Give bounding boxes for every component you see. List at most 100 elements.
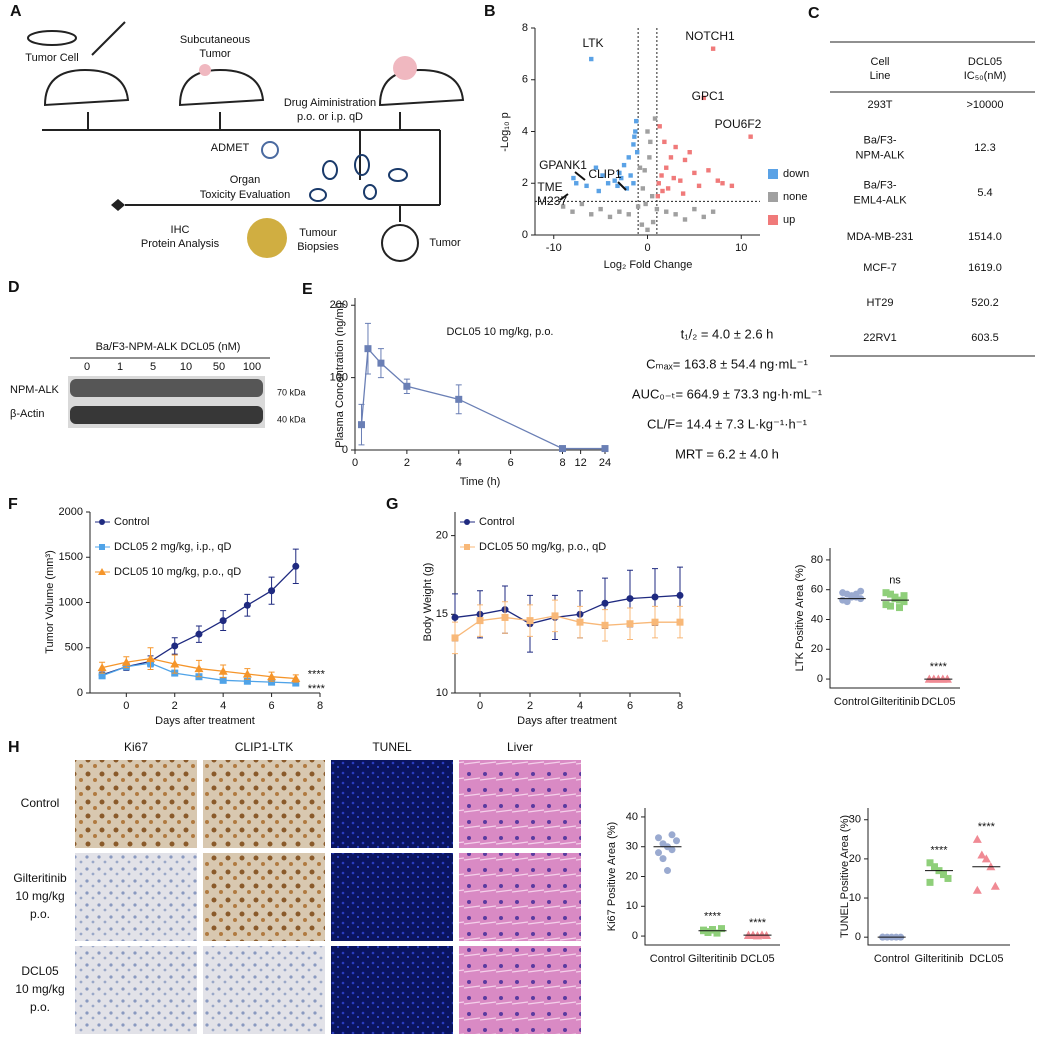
marker bbox=[551, 612, 559, 620]
marker bbox=[170, 659, 180, 668]
text: Protein Analysis bbox=[141, 238, 220, 250]
marker bbox=[600, 173, 605, 178]
y-tick-label: 20 bbox=[849, 853, 861, 865]
actin-bands bbox=[70, 406, 263, 424]
y-tick-label: 1500 bbox=[59, 551, 83, 563]
marker bbox=[655, 193, 661, 199]
marker bbox=[218, 666, 228, 675]
marker bbox=[377, 359, 385, 367]
text: 40 kDa bbox=[277, 414, 306, 424]
marker bbox=[624, 186, 630, 191]
text: Ba/F3- bbox=[863, 134, 896, 146]
text: 70 kDa bbox=[277, 387, 306, 397]
marker bbox=[715, 178, 721, 183]
y-tick-label: 10 bbox=[626, 900, 638, 912]
marker bbox=[729, 183, 735, 189]
marker bbox=[598, 206, 603, 212]
marker bbox=[560, 204, 566, 209]
axis-line bbox=[867, 808, 1010, 946]
text: Control bbox=[479, 516, 514, 528]
marker bbox=[696, 183, 702, 189]
marker bbox=[662, 139, 667, 145]
series-line bbox=[454, 594, 681, 625]
marker bbox=[121, 657, 131, 666]
marker bbox=[634, 118, 639, 124]
x-tick-label: 4 bbox=[456, 457, 462, 469]
marker bbox=[882, 601, 890, 609]
x-tick-label: 0 bbox=[644, 242, 650, 254]
marker bbox=[896, 604, 903, 612]
micrograph bbox=[203, 853, 325, 941]
marker bbox=[617, 170, 622, 176]
micrograph bbox=[459, 853, 581, 941]
marker bbox=[464, 544, 470, 550]
axis-line bbox=[829, 548, 960, 689]
marker bbox=[626, 595, 634, 603]
y-tick-label: 8 bbox=[522, 22, 528, 34]
marker bbox=[981, 854, 991, 863]
syringe bbox=[91, 21, 126, 56]
text: Gilteritinib bbox=[688, 953, 737, 965]
marker bbox=[97, 663, 107, 672]
marker bbox=[633, 129, 638, 134]
text: CLIP1 bbox=[588, 167, 622, 181]
marker bbox=[98, 672, 106, 680]
y-tick-label: 2 bbox=[522, 177, 528, 189]
y-tick-label: 20 bbox=[811, 643, 823, 655]
text: Body Weight (g) bbox=[422, 563, 434, 642]
marker bbox=[640, 186, 646, 191]
marker bbox=[268, 678, 276, 686]
text: **** bbox=[978, 821, 996, 833]
marker bbox=[926, 859, 934, 867]
text: Control bbox=[650, 953, 685, 965]
marker bbox=[706, 168, 711, 173]
timeline bbox=[42, 112, 441, 222]
marker bbox=[645, 129, 650, 134]
marker bbox=[654, 206, 660, 212]
marker bbox=[631, 142, 636, 147]
marker bbox=[242, 669, 252, 678]
x-tick-label: 12 bbox=[575, 457, 587, 469]
marker bbox=[668, 155, 674, 160]
mouse bbox=[378, 68, 465, 107]
text: 12.3 bbox=[974, 142, 995, 154]
text: 0 bbox=[84, 361, 90, 373]
marker bbox=[626, 620, 634, 628]
marker bbox=[664, 165, 669, 170]
text: **** bbox=[704, 911, 722, 923]
marker bbox=[243, 601, 251, 609]
x-tick-label: -10 bbox=[546, 242, 562, 254]
marker bbox=[292, 562, 300, 570]
marker bbox=[526, 617, 534, 625]
marker bbox=[455, 395, 463, 403]
text: **** bbox=[930, 661, 948, 673]
marker bbox=[605, 181, 611, 186]
text: B bbox=[484, 3, 496, 20]
marker bbox=[645, 227, 650, 233]
marker bbox=[673, 837, 680, 845]
x-tick-label: 2 bbox=[404, 457, 410, 469]
text: >10000 bbox=[966, 99, 1003, 111]
text: Tumour bbox=[299, 227, 337, 239]
marker bbox=[637, 165, 643, 170]
marker bbox=[671, 175, 676, 181]
text: EML4-ALK bbox=[853, 194, 907, 206]
y-tick-label: 15 bbox=[436, 608, 448, 620]
y-tick-label: 40 bbox=[811, 613, 823, 625]
marker bbox=[668, 846, 676, 854]
marker bbox=[660, 188, 665, 194]
schematic bbox=[27, 21, 465, 262]
marker bbox=[651, 593, 659, 601]
marker bbox=[291, 674, 301, 683]
text: p.o. or i.p. qD bbox=[297, 111, 363, 123]
marker bbox=[843, 598, 851, 606]
x-tick-label: 8 bbox=[677, 700, 683, 712]
marker bbox=[589, 56, 594, 62]
text: 603.5 bbox=[971, 332, 999, 344]
marker bbox=[584, 183, 589, 189]
marker bbox=[195, 630, 203, 638]
legend-swatch bbox=[768, 192, 778, 202]
text: Ki67 bbox=[124, 740, 148, 754]
marker bbox=[634, 150, 640, 155]
marker bbox=[639, 222, 645, 227]
